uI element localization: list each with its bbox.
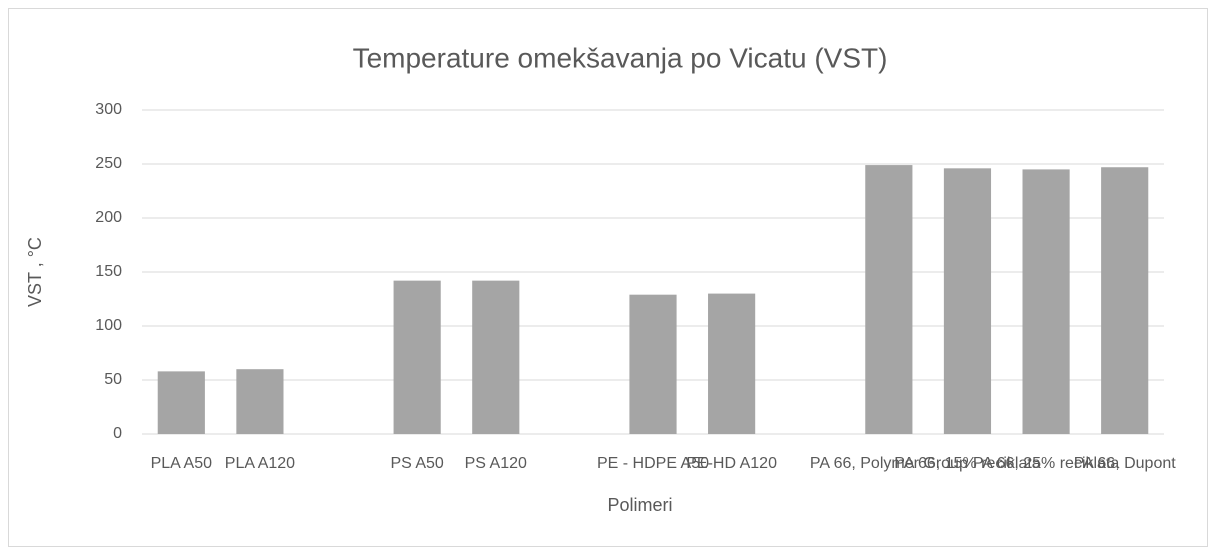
y-tick-label: 300 [95, 101, 122, 118]
chart-border [8, 8, 1208, 547]
y-tick-label: 100 [95, 317, 122, 334]
y-axis-label: VST , °C [25, 237, 45, 307]
chart-title: Temperature omekšavanja po Vicatu (VST) [353, 42, 888, 73]
x-axis-label: Polimeri [607, 495, 672, 515]
y-tick-label: 200 [95, 209, 122, 226]
x-tick-label: PLA A120 [225, 455, 295, 472]
bar [472, 280, 520, 434]
x-tick-label: PA 66, 25% reciklata [973, 455, 1120, 472]
bar [629, 294, 677, 434]
bar [708, 293, 756, 434]
x-tick-label: PA 66, Dupont [1074, 455, 1177, 472]
x-tick-label: PA 66, 15% reciklata [894, 455, 1041, 472]
x-tick-label: PE-HD A120 [686, 455, 777, 472]
bar [1101, 167, 1149, 435]
x-tick-label: PS A50 [390, 455, 443, 472]
x-tick-label: PA 66, Polymer Group [810, 455, 968, 472]
bar [236, 369, 284, 434]
x-tick-label: PLA A50 [151, 455, 212, 472]
bar [393, 280, 441, 434]
x-tick-label: PS A120 [465, 455, 527, 472]
bar [1022, 169, 1070, 434]
y-tick-label: 50 [104, 371, 122, 388]
x-tick-label: PE - HDPE A50 [597, 455, 709, 472]
y-tick-label: 250 [95, 155, 122, 172]
y-tick-label: 150 [95, 263, 122, 280]
y-tick-label: 0 [113, 425, 122, 442]
bar [865, 165, 913, 434]
bar [943, 168, 992, 434]
bar [157, 371, 205, 434]
